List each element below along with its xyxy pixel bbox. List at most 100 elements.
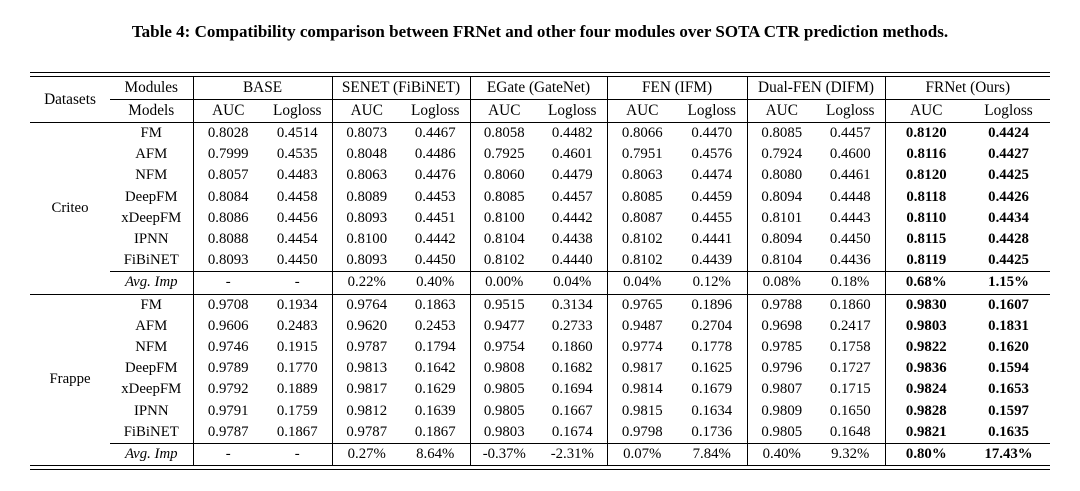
- metric-value: 0.8060: [469, 165, 539, 187]
- metric-value: 0.9815: [606, 400, 678, 422]
- metric-value: 0.9812: [331, 400, 402, 422]
- metric-value: 0.8063: [606, 165, 678, 187]
- metric-value: 0.8087: [606, 207, 678, 229]
- metric-value: 0.8104: [469, 228, 539, 251]
- metric-value: 0.8093: [192, 250, 263, 272]
- metric-value: 0.1867: [414, 423, 456, 440]
- metric-value: 0.8085: [746, 122, 817, 145]
- header-metric-logloss: Logloss: [401, 99, 471, 123]
- metric-value: 0.1867: [276, 423, 318, 440]
- metric-value: 0.8094: [746, 186, 817, 208]
- metric-value: 0.1778: [691, 338, 733, 355]
- metric-value: 0.9813: [331, 358, 402, 380]
- avg-imp-value: 0.04%: [538, 271, 608, 295]
- metric-value: 0.9805: [469, 379, 539, 401]
- metric-value: 0.1915: [276, 338, 318, 355]
- table-row: FiBiNET 0.8093 0.4450 0.8093 0.4450 0.8102 0.4…: [30, 250, 1050, 272]
- metric-value: 0.8084: [192, 186, 263, 208]
- metric-value: 0.1620: [988, 338, 1029, 355]
- dataset-label: Criteo: [30, 122, 110, 295]
- metric-value: 0.9515: [469, 294, 539, 316]
- header-metric-auc: AUC: [192, 99, 263, 123]
- metric-value: 0.1639: [414, 402, 456, 419]
- avg-imp-value: 7.84%: [677, 442, 748, 465]
- metric-value: 0.4474: [691, 167, 733, 184]
- metric-value: 0.8100: [469, 207, 539, 229]
- metric-value: 0.2417: [829, 317, 871, 334]
- results-table: Datasets Modules BASE SENET (FiBiNET) EGate …: [30, 77, 1051, 465]
- metric-value: 0.3134: [551, 296, 593, 313]
- header-group-6: FRNet (Ours): [884, 77, 1051, 100]
- metric-value: 0.1674: [551, 423, 593, 440]
- model-label: DeepFM: [110, 186, 194, 208]
- metric-value: 0.9698: [746, 315, 817, 337]
- metric-value: 0.9805: [469, 400, 539, 422]
- metric-value: 0.7999: [192, 144, 263, 166]
- metric-value: 0.4441: [691, 231, 733, 248]
- table-row: xDeepFM 0.8086 0.4456 0.8093 0.4451 0.8100 0.4…: [30, 207, 1050, 229]
- metric-value: 0.8118: [884, 186, 968, 208]
- avg-imp-value: 0.04%: [606, 271, 678, 295]
- header-group-1: BASE: [192, 77, 333, 100]
- avg-imp-value: -: [192, 442, 263, 465]
- metric-value: 0.9809: [746, 400, 817, 422]
- header-group-4: FEN (IFM): [606, 77, 748, 100]
- avg-imp-value: 0.40%: [746, 442, 817, 465]
- avg-imp-value: 0.00%: [469, 271, 539, 295]
- metric-value: 0.4535: [276, 146, 318, 163]
- metric-value: 0.8048: [331, 144, 402, 166]
- metric-value: 0.8120: [884, 165, 968, 187]
- metric-value: 0.7925: [469, 144, 539, 166]
- metric-value: 0.4456: [276, 209, 318, 226]
- metric-value: 0.9814: [606, 379, 678, 401]
- bottom-double-rule: [30, 465, 1050, 470]
- metric-value: 0.2733: [551, 317, 593, 334]
- model-label: NFM: [110, 165, 194, 187]
- avg-imp-value: 0.40%: [401, 271, 471, 295]
- metric-value: 0.9822: [884, 336, 968, 359]
- header-metric-logloss: Logloss: [263, 99, 333, 123]
- avg-imp-value: -: [263, 271, 333, 295]
- metric-value: 0.1794: [414, 338, 456, 355]
- metric-value: 0.9487: [606, 315, 678, 337]
- metric-value: 0.9789: [192, 358, 263, 380]
- metric-value: 0.9817: [331, 379, 402, 401]
- metric-value: 0.8116: [884, 144, 968, 166]
- metric-value: 0.9764: [331, 294, 402, 316]
- metric-value: 0.8085: [469, 186, 539, 208]
- metric-value: 0.4426: [988, 188, 1029, 205]
- metric-value: 0.9754: [469, 336, 539, 359]
- avg-imp-value: -2.31%: [538, 442, 608, 465]
- header-metric-auc: AUC: [884, 99, 968, 123]
- avg-imp-value: 1.15%: [967, 271, 1051, 295]
- model-label: AFM: [110, 144, 194, 166]
- metric-value: 0.1629: [414, 381, 456, 398]
- metric-value: 0.9620: [331, 315, 402, 337]
- metric-value: 0.2453: [414, 317, 456, 334]
- metric-value: 0.8101: [746, 207, 817, 229]
- model-label: xDeepFM: [110, 207, 194, 229]
- metric-value: 0.4425: [988, 252, 1029, 269]
- metric-value: 0.8089: [331, 186, 402, 208]
- table-body: Criteo FM 0.8028 0.4514 0.8073 0.4467 0.8058 0.…: [30, 122, 1051, 465]
- metric-value: 0.1715: [829, 381, 871, 398]
- metric-value: 0.8086: [192, 207, 263, 229]
- metric-value: 0.8066: [606, 122, 678, 145]
- avg-imp-value: 0.08%: [746, 271, 817, 295]
- avg-imp-value: 0.68%: [884, 271, 968, 295]
- metric-value: 0.1635: [988, 423, 1029, 440]
- metric-value: 0.9746: [192, 336, 263, 359]
- model-label: xDeepFM: [110, 379, 194, 401]
- header-group-2: SENET (FiBiNET): [331, 77, 471, 100]
- model-label: AFM: [110, 315, 194, 337]
- metric-value: 0.4467: [414, 125, 456, 142]
- metric-value: 0.9796: [746, 358, 817, 380]
- metric-value: 0.9803: [884, 315, 968, 337]
- metric-value: 0.4442: [551, 209, 593, 226]
- metric-value: 0.1694: [551, 381, 593, 398]
- metric-value: 0.8094: [746, 228, 817, 251]
- metric-value: 0.9803: [469, 421, 539, 444]
- model-label: FiBiNET: [110, 421, 194, 444]
- model-label: NFM: [110, 336, 194, 359]
- metric-value: 0.9792: [192, 379, 263, 401]
